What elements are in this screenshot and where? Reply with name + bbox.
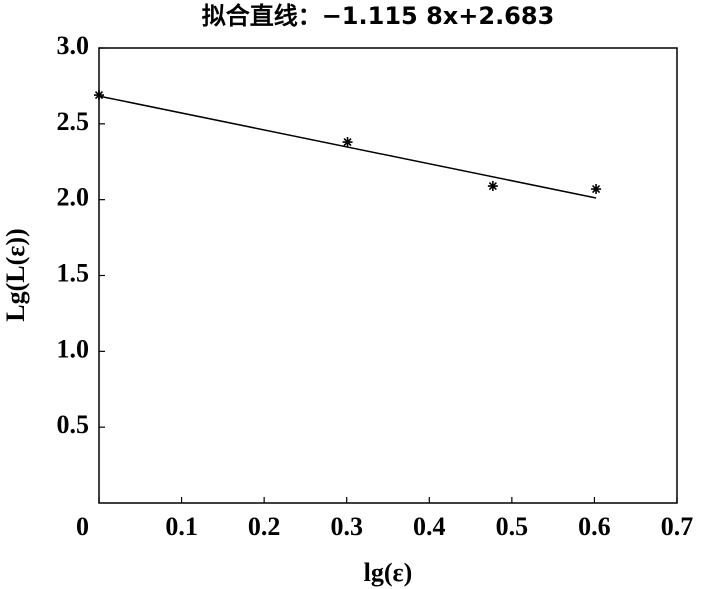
chart-title: 拟合直线：−1.115 8x+2.683 (202, 2, 555, 30)
data-point (591, 184, 602, 195)
x-tick-label: 0.2 (248, 512, 281, 541)
y-tick-label: 0.5 (57, 410, 90, 439)
x-tick-label: 0.4 (413, 512, 446, 541)
x-axis-label: lg(ε) (364, 558, 413, 587)
y-tick-label: 2.0 (57, 183, 90, 212)
y-tick-label: 1.5 (57, 258, 90, 287)
data-point (487, 181, 498, 192)
x-tick-label: 0.1 (165, 512, 198, 541)
x-tick-label: 0.6 (578, 512, 611, 541)
y-axis-label: Lg(L(ε)) (1, 228, 30, 321)
y-tick-label: 2.5 (57, 107, 90, 136)
x-tick-label: 0.7 (661, 512, 694, 541)
x-tick-label: 0 (76, 512, 89, 541)
y-tick-label: 1.0 (57, 334, 90, 363)
data-point (94, 90, 104, 101)
y-tick-label: 3.0 (57, 31, 90, 60)
fit-line (98, 95, 597, 199)
data-point (342, 137, 353, 148)
plot-frame (98, 47, 678, 504)
x-tick-label: 0.5 (496, 512, 529, 541)
x-tick-label: 0.3 (330, 512, 363, 541)
